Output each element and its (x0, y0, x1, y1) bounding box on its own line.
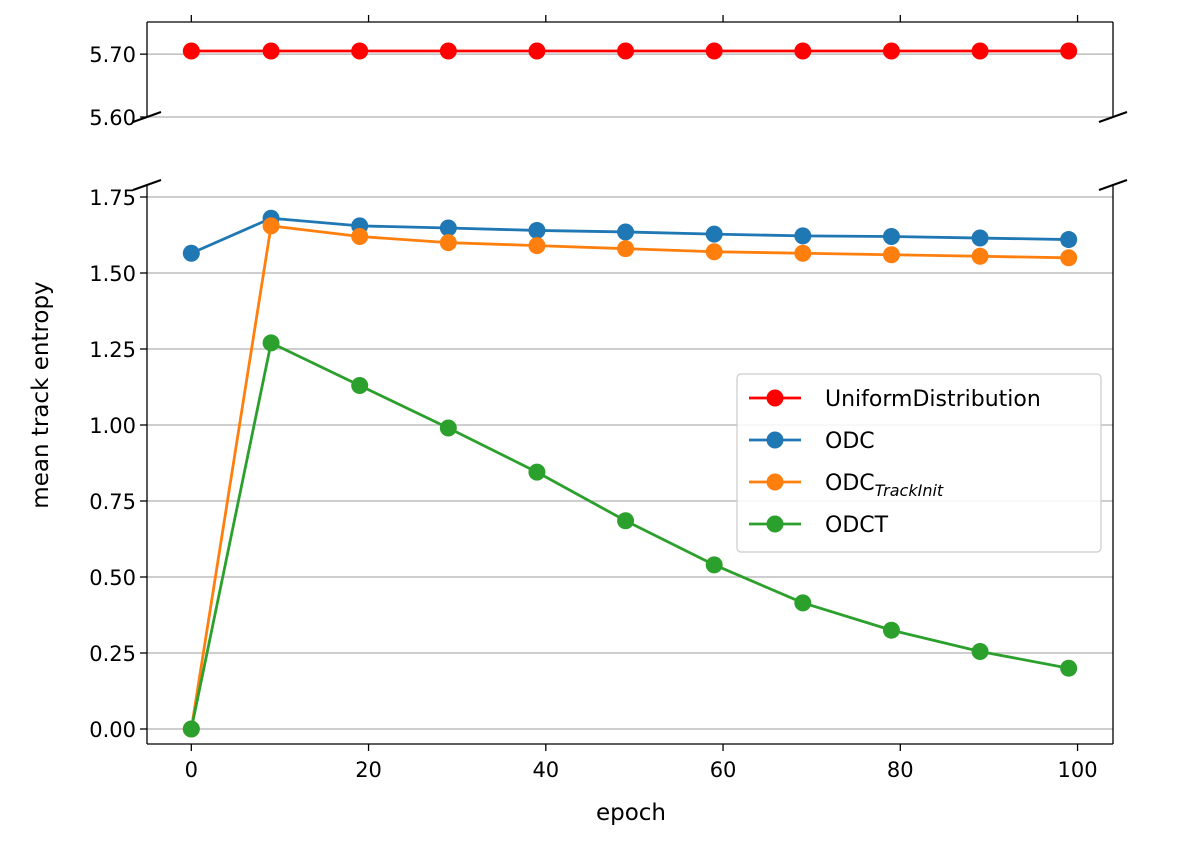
data-point (617, 42, 635, 60)
data-point (351, 376, 369, 394)
lower-ytick-label: 0.25 (89, 642, 136, 666)
data-point (528, 42, 546, 60)
data-point (617, 240, 635, 258)
data-point (528, 463, 546, 481)
series-odct (182, 334, 1078, 738)
data-point (617, 512, 635, 530)
legend-label-subscript: TrackInit (875, 481, 944, 500)
legend-marker (766, 515, 784, 533)
lower-ytick-label: 0.00 (89, 718, 136, 742)
data-point (971, 42, 989, 60)
axis-break-mark (132, 111, 162, 123)
data-point (351, 42, 369, 60)
xtick-label: 60 (710, 758, 737, 782)
axis-break-marks (132, 111, 1128, 191)
axis-break-mark (1098, 179, 1128, 191)
legend-item: ODCT (749, 513, 889, 538)
data-point (971, 642, 989, 660)
legend-item: ODC (749, 429, 875, 454)
lower-ytick-label: 1.75 (89, 186, 136, 210)
data-point (705, 243, 723, 261)
data-point (882, 246, 900, 264)
xtick-label: 100 (1058, 758, 1098, 782)
lower-panel: 0.00 0.25 0.50 0.75 1.00 1.25 1.50 1.75 0 20 40 60 8… (89, 185, 1114, 782)
x-axis-label: epoch (596, 800, 666, 826)
legend-label: ODC (825, 429, 875, 454)
data-point (262, 217, 280, 235)
data-point (182, 42, 200, 60)
legend-label: ODCT (825, 513, 889, 538)
data-point (528, 237, 546, 255)
upper-panel: 5.60 5.70 (89, 15, 1114, 130)
data-point (617, 223, 635, 241)
data-point (705, 556, 723, 574)
xtick-label: 0 (185, 758, 198, 782)
legend-marker (766, 431, 784, 449)
xtick-label: 20 (355, 758, 382, 782)
lower-ytick-label: 1.25 (89, 338, 136, 362)
data-point (794, 227, 812, 245)
legend-marker (766, 389, 784, 407)
data-point (439, 234, 457, 252)
data-point (705, 42, 723, 60)
data-point (971, 247, 989, 265)
xtick-label: 40 (532, 758, 559, 782)
data-point (1060, 42, 1078, 60)
data-point (705, 225, 723, 243)
data-point (971, 229, 989, 247)
lower-ytick-label: 0.75 (89, 490, 136, 514)
data-point (794, 42, 812, 60)
data-point (882, 228, 900, 246)
data-point (182, 244, 200, 262)
legend-marker (766, 473, 784, 491)
lower-ytick-label: 1.00 (89, 414, 136, 438)
data-point (439, 219, 457, 237)
data-point (882, 621, 900, 639)
lower-ytick-label: 0.50 (89, 566, 136, 590)
data-point (262, 42, 280, 60)
data-point (182, 720, 200, 738)
upper-ytick-label: 5.60 (89, 106, 136, 130)
series-uniformdistribution (182, 42, 1078, 60)
data-point (882, 42, 900, 60)
legend-label: UniformDistribution (825, 387, 1041, 412)
legend-box (736, 373, 1102, 553)
data-point (794, 244, 812, 262)
legend-item: UniformDistribution (749, 387, 1041, 412)
axis-break-mark (1098, 111, 1128, 123)
xtick-label: 80 (887, 758, 914, 782)
axis-break-mark (132, 179, 162, 191)
data-point (1060, 249, 1078, 267)
lower-ytick-label: 1.50 (89, 262, 136, 286)
data-point (439, 419, 457, 437)
data-point (1060, 659, 1078, 677)
data-point (1060, 231, 1078, 249)
y-axis-label: mean track entropy (28, 281, 54, 508)
upper-ytick-label: 5.70 (89, 43, 136, 67)
data-point (262, 334, 280, 352)
data-point (794, 594, 812, 612)
data-point (439, 42, 457, 60)
data-point (351, 228, 369, 246)
data-point (528, 221, 546, 239)
